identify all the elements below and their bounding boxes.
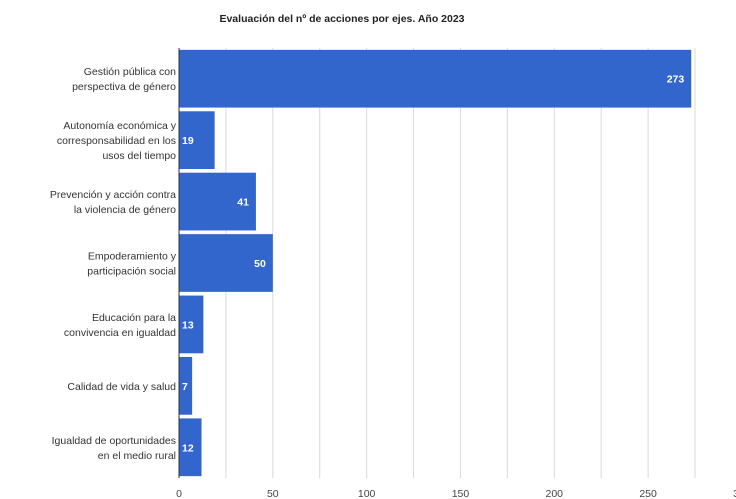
bar-value-label: 12 bbox=[182, 442, 194, 454]
bar-value-label: 13 bbox=[182, 319, 194, 331]
bar-value-label: 19 bbox=[182, 135, 194, 147]
category-labels: Gestión pública con perspectiva de género… bbox=[50, 66, 177, 462]
x-tick-label: 250 bbox=[639, 488, 657, 499]
x-tick-label: 150 bbox=[452, 488, 470, 499]
category-label: Prevención y acción contra la violencia d… bbox=[50, 189, 176, 216]
x-axis-tick-labels: 0 50 100 150 200 250 300 bbox=[176, 488, 736, 499]
x-tick-label: 100 bbox=[358, 488, 376, 499]
bar bbox=[179, 356, 193, 415]
x-tick-label: 300 bbox=[733, 488, 736, 499]
bar bbox=[179, 418, 202, 477]
bar-value-label: 7 bbox=[182, 381, 188, 393]
gridlines bbox=[225, 48, 696, 478]
x-tick-label: 50 bbox=[267, 488, 279, 499]
bar bbox=[179, 49, 692, 108]
category-label: Gestión pública con perspectiva de género bbox=[72, 66, 176, 93]
x-tick-label: 0 bbox=[176, 488, 182, 499]
bar bbox=[179, 295, 204, 354]
category-label: Igualdad de oportunidades en el medio rur… bbox=[52, 435, 176, 462]
x-tick-label: 200 bbox=[546, 488, 564, 499]
category-label: Empoderamiento y participación social bbox=[87, 251, 176, 278]
bar bbox=[179, 234, 273, 292]
category-label: Autonomía económica y corresponsabilidad … bbox=[57, 120, 177, 162]
category-label: Calidad de vida y salud bbox=[67, 381, 176, 393]
bar-value-label: 41 bbox=[237, 197, 249, 209]
bar-value-label: 50 bbox=[254, 258, 266, 270]
chart-title: Evaluación del nº de acciones por ejes. … bbox=[219, 13, 464, 25]
bar bbox=[179, 111, 215, 170]
bar bbox=[179, 172, 256, 231]
bar-value-label: 273 bbox=[667, 74, 685, 86]
category-label: Educación para la convivencia en igualdad bbox=[64, 312, 176, 339]
bars: 273 19 41 50 13 7 12 bbox=[179, 49, 692, 477]
